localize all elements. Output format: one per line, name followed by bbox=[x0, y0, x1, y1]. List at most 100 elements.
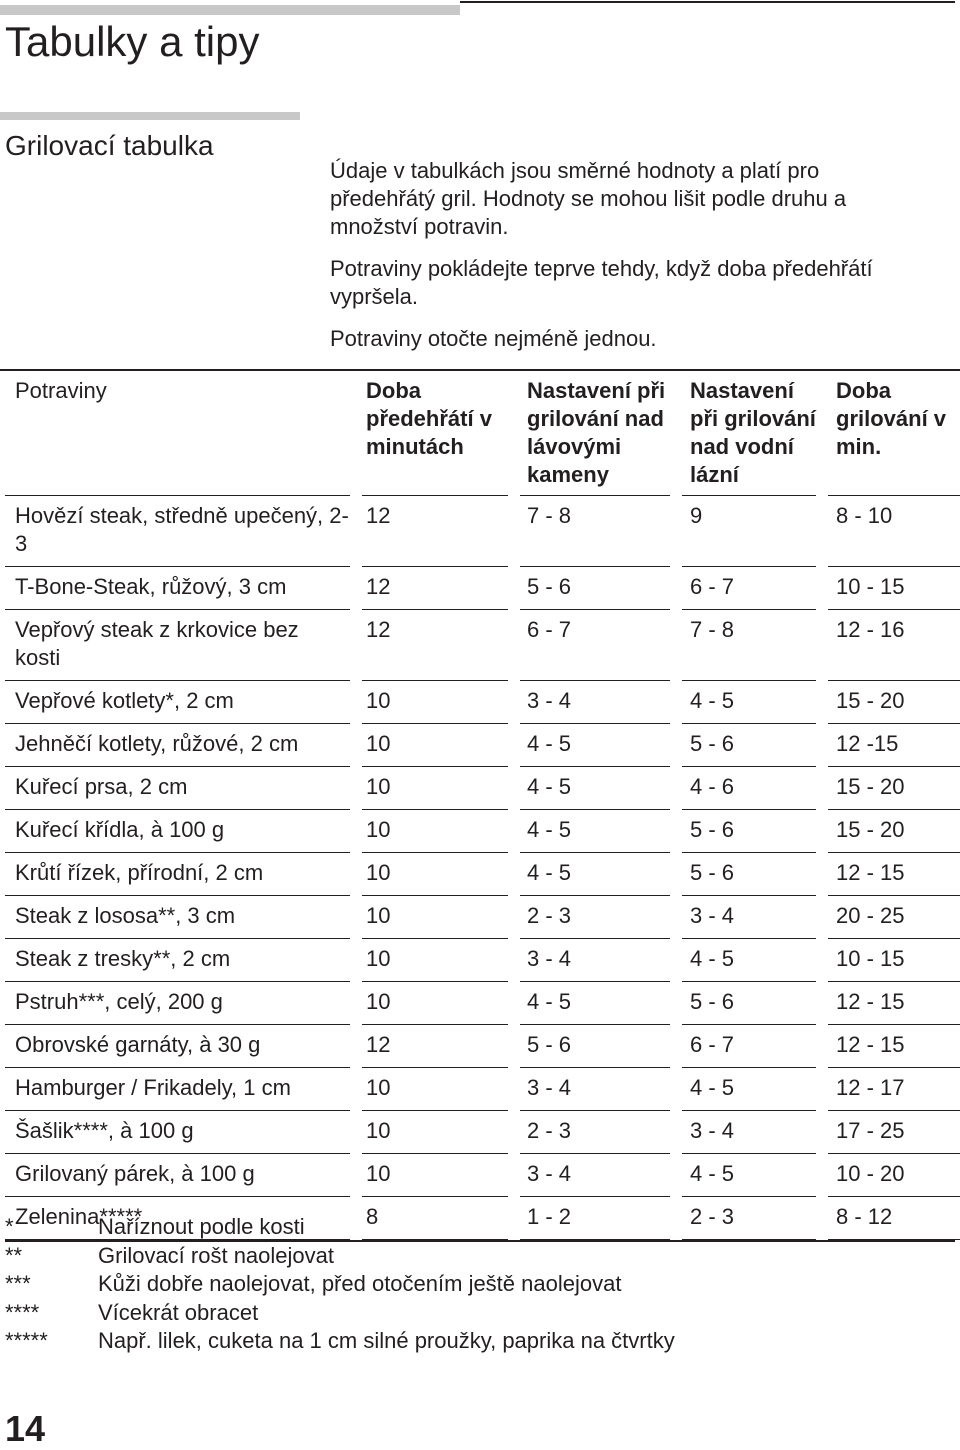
table-cell: 10 bbox=[362, 896, 508, 939]
table-cell: 10 bbox=[362, 853, 508, 896]
table-cell: Krůtí řízek, přírodní, 2 cm bbox=[5, 853, 350, 896]
table-cell: Vepřový steak z krkovice bez kosti bbox=[5, 610, 350, 681]
table-cell: Kuřecí prsa, 2 cm bbox=[5, 767, 350, 810]
table-cell: 10 bbox=[362, 939, 508, 982]
table-cell: 10 bbox=[362, 724, 508, 767]
section-title: Grilovací tabulka bbox=[5, 130, 214, 161]
table-cell: 3 - 4 bbox=[520, 1068, 670, 1111]
footnote-mark: ***** bbox=[5, 1328, 48, 1353]
table: Potraviny Doba předehřátí v minutách Nasta… bbox=[0, 369, 960, 1242]
table-row: Vepřový steak z krkovice bez kosti 12 6 - … bbox=[5, 610, 960, 681]
table-cell: 2 - 3 bbox=[520, 1111, 670, 1154]
table-row: T-Bone-Steak, růžový, 3 cm 12 5 - 6 6 - 7 10… bbox=[5, 567, 960, 610]
table-row: Obrovské garnáty, à 30 g 12 5 - 6 6 - 7 12 -… bbox=[5, 1025, 960, 1068]
table-row: Kuřecí křídla, à 100 g 10 4 - 5 5 - 6 15 - 2… bbox=[5, 810, 960, 853]
table-cell: 5 - 6 bbox=[520, 1025, 670, 1068]
table-cell: 3 - 4 bbox=[520, 939, 670, 982]
table-cell: 12 bbox=[362, 567, 508, 610]
table-row: Kuřecí prsa, 2 cm 10 4 - 5 4 - 6 15 - 20 bbox=[5, 767, 960, 810]
footnote: * Naříznout podle kosti bbox=[5, 1213, 675, 1242]
table-cell: 3 - 4 bbox=[520, 1154, 670, 1197]
header-cell: Doba grilování v min. bbox=[828, 371, 960, 496]
table-cell: 12 bbox=[362, 610, 508, 681]
table-row: Grilovaný párek, à 100 g 10 3 - 4 4 - 5 10 -… bbox=[5, 1154, 960, 1197]
table-cell: 2 - 3 bbox=[682, 1197, 816, 1240]
table-cell: 3 - 4 bbox=[682, 896, 816, 939]
footnote-mark: *** bbox=[5, 1271, 31, 1296]
top-bar bbox=[0, 5, 460, 15]
table-cell: Vepřové kotlety*, 2 cm bbox=[5, 681, 350, 724]
table-cell: 10 bbox=[362, 681, 508, 724]
table-row: Hovězí steak, středně upečený, 2-3 12 7 - … bbox=[5, 496, 960, 567]
table-cell: 4 - 5 bbox=[520, 767, 670, 810]
table-cell: 20 - 25 bbox=[828, 896, 960, 939]
table-row: Šašlik****, à 100 g 10 2 - 3 3 - 4 17 - 25 bbox=[5, 1111, 960, 1154]
footnote-text: Naříznout podle kosti bbox=[98, 1214, 305, 1239]
table-cell: Zelenina***** bbox=[5, 1197, 350, 1240]
section-bar bbox=[0, 112, 300, 120]
table-cell: 12 -15 bbox=[828, 724, 960, 767]
table-cell: Grilovaný párek, à 100 g bbox=[5, 1154, 350, 1197]
table-cell: 10 bbox=[362, 1068, 508, 1111]
table-cell: Hovězí steak, středně upečený, 2-3 bbox=[5, 496, 350, 567]
table-row: Pstruh***, celý, 200 g 10 4 - 5 5 - 6 12 - 1… bbox=[5, 982, 960, 1025]
table-cell: 5 - 6 bbox=[682, 724, 816, 767]
table-cell: 5 - 6 bbox=[520, 567, 670, 610]
footnote-mark: ** bbox=[5, 1242, 23, 1268]
page-title: Tabulky a tipy bbox=[5, 18, 260, 65]
table-cell: 4 - 6 bbox=[682, 767, 816, 810]
table-cell: 10 bbox=[362, 1154, 508, 1197]
table-cell: 3 - 4 bbox=[682, 1111, 816, 1154]
table-bottom-rule bbox=[5, 1240, 955, 1242]
table-row: Hamburger / Frikadely, 1 cm 10 3 - 4 4 - 5 1… bbox=[5, 1068, 960, 1111]
header-cell: Potraviny bbox=[5, 371, 350, 496]
table-cell: 5 - 6 bbox=[682, 810, 816, 853]
intro-paragraph: Potraviny pokládejte teprve tehdy, když … bbox=[330, 256, 873, 309]
table-cell: 8 - 12 bbox=[828, 1197, 960, 1240]
table-row: Steak z lososa**, 3 cm 10 2 - 3 3 - 4 20 - 2… bbox=[5, 896, 960, 939]
table-cell: 4 - 5 bbox=[520, 724, 670, 767]
table-cell: 4 - 5 bbox=[520, 810, 670, 853]
table-cell: 4 - 5 bbox=[520, 982, 670, 1025]
table-row: Zelenina***** 8 1 - 2 2 - 3 8 - 12 bbox=[5, 1197, 960, 1240]
table-cell: 10 - 15 bbox=[828, 567, 960, 610]
intro-paragraph: Potraviny otočte nejméně jednou. bbox=[330, 326, 657, 351]
table-cell: 12 - 16 bbox=[828, 610, 960, 681]
table-cell: 10 - 20 bbox=[828, 1154, 960, 1197]
table-cell: 15 - 20 bbox=[828, 810, 960, 853]
footnote-mark: * bbox=[5, 1214, 14, 1239]
table-cell: 3 - 4 bbox=[520, 681, 670, 724]
table-cell: Kuřecí křídla, à 100 g bbox=[5, 810, 350, 853]
table-cell: Šašlik****, à 100 g bbox=[5, 1111, 350, 1154]
table-cell: 6 - 7 bbox=[682, 1025, 816, 1068]
table-cell: Obrovské garnáty, à 30 g bbox=[5, 1025, 350, 1068]
header-cell: Nastavení při grilování nad lávovými kam… bbox=[520, 371, 670, 496]
header-cell: Doba předehřátí v minutách bbox=[362, 371, 508, 496]
table-cell: 5 - 6 bbox=[682, 982, 816, 1025]
table-cell: Steak z tresky**, 2 cm bbox=[5, 939, 350, 982]
table-cell: 15 - 20 bbox=[828, 767, 960, 810]
header-row: Potraviny Doba předehřátí v minutách Nasta… bbox=[5, 371, 960, 496]
footnote-text: Vícekrát obracet bbox=[98, 1299, 259, 1325]
table-cell: Hamburger / Frikadely, 1 cm bbox=[5, 1068, 350, 1111]
footnote: ** Grilovací rošt naolejovat bbox=[5, 1242, 675, 1271]
footnote: **** Vícekrát obracet bbox=[5, 1299, 675, 1328]
table-cell: 4 - 5 bbox=[520, 853, 670, 896]
intro-paragraph: Údaje v tabulkách jsou směrné hodnoty a … bbox=[330, 158, 847, 239]
table-cell: Pstruh***, celý, 200 g bbox=[5, 982, 350, 1025]
table-cell: 9 bbox=[682, 496, 816, 567]
table-cell: 12 bbox=[362, 1025, 508, 1068]
table-cell: 10 bbox=[362, 1111, 508, 1154]
table-row: Vepřové kotlety*, 2 cm 10 3 - 4 4 - 5 15 - 2… bbox=[5, 681, 960, 724]
intro: Údaje v tabulkách jsou směrné hodnoty a … bbox=[330, 157, 905, 367]
table-cell: T-Bone-Steak, růžový, 3 cm bbox=[5, 567, 350, 610]
footnote-text: Kůži dobře naolejovat, před otočením ješ… bbox=[98, 1271, 622, 1296]
table-row: Krůtí řízek, přírodní, 2 cm 10 4 - 5 5 - 6 1… bbox=[5, 853, 960, 896]
table-cell: 12 - 15 bbox=[828, 1025, 960, 1068]
table-cell: 8 bbox=[362, 1197, 508, 1240]
table-cell: 2 - 3 bbox=[520, 896, 670, 939]
footnote: *** Kůži dobře naolejovat, před otočením … bbox=[5, 1270, 675, 1299]
table-cell: 6 - 7 bbox=[682, 567, 816, 610]
table-cell: 4 - 5 bbox=[682, 681, 816, 724]
